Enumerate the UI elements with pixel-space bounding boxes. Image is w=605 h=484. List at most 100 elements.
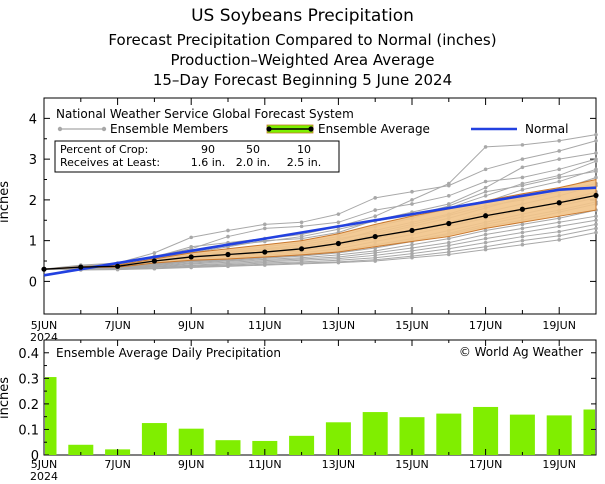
daily-precip-bar <box>252 440 278 455</box>
ensemble-member-point <box>557 233 561 238</box>
ensemble-average-point <box>188 254 194 260</box>
daily-x-tick-label: 17JUN <box>469 458 503 471</box>
ensemble-average-point <box>78 264 84 270</box>
ensemble-member-point <box>594 132 598 137</box>
ensemble-member-point <box>483 247 488 252</box>
cumulative-x-tick-label: 17JUN <box>469 319 503 332</box>
ensemble-member-point <box>557 220 561 225</box>
daily-y-tick-label: 0.2 <box>18 398 39 413</box>
cumulative-x-tick-label: 11JUN <box>248 319 282 332</box>
ensemble-member-point <box>373 259 378 263</box>
daily-y-tick-label: 0.1 <box>18 423 39 438</box>
cumulative-x-tick-label: 19JUN <box>542 319 576 332</box>
ensemble-member-point <box>557 175 561 180</box>
ensemble-member-point <box>483 236 488 241</box>
ensemble-member-point <box>299 220 304 225</box>
ensemble-member-point <box>226 234 230 239</box>
percentile-box-frame <box>54 140 340 173</box>
ensemble-average-point <box>372 233 378 240</box>
ensemble-member-point <box>152 251 157 255</box>
legend-entry-normal: Normal <box>471 122 568 136</box>
legend-entry-average: Ensemble Average <box>266 122 430 136</box>
ensemble-member-point <box>557 149 561 153</box>
daily-y-label: inches <box>0 377 12 419</box>
ensemble-member-point <box>520 234 525 239</box>
ensemble-member-point <box>447 240 451 245</box>
daily-precip-bar <box>45 377 57 455</box>
ensemble-member-point <box>226 228 230 233</box>
ensemble-member-point <box>447 246 451 251</box>
ensemble-member-point <box>557 167 561 172</box>
ensemble-member-point <box>483 179 488 184</box>
daily-precip-bar <box>215 440 241 455</box>
daily-x-axis: 5JUN 7JUN 9JUN 11JUN 13JUN 15JUN 17JUN 19JUN 202… <box>30 340 597 483</box>
legend-members-marker-right <box>101 126 107 132</box>
ensemble-member-point <box>483 232 488 237</box>
daily-x-tick-label: 15JUN <box>395 458 429 471</box>
ensemble-member-point <box>410 198 414 202</box>
ensemble-member-point <box>299 262 304 266</box>
ensemble-member-point <box>483 145 488 149</box>
ensemble-member-point <box>447 194 451 198</box>
ensemble-member-point <box>189 265 193 270</box>
ensemble-member-point <box>263 263 267 267</box>
ensemble-member-point <box>520 222 525 227</box>
daily-y-axis: 0 0.1 0.2 0.3 0.4 <box>18 339 596 464</box>
legend-title: National Weather Service Global Forecast… <box>56 107 354 121</box>
cumulative-x-tick-label: 15JUN <box>395 319 429 332</box>
daily-y-tick-label: 0.3 <box>18 372 39 387</box>
daily-precip-bar <box>583 409 595 455</box>
daily-precip-bar <box>473 406 499 455</box>
ensemble-member-point <box>152 266 157 271</box>
ensemble-average-point <box>151 258 157 264</box>
ensemble-member-point <box>152 262 157 267</box>
ensemble-member-point <box>299 234 304 239</box>
daily-precip-bar <box>399 417 425 455</box>
cumulative-x-tick-label: 13JUN <box>322 319 356 332</box>
ensemble-member-point <box>520 143 525 147</box>
cumulative-y-axis: 0 1 2 3 4 <box>29 112 596 290</box>
daily-precip-bar <box>362 412 388 455</box>
daily-x-tick-label: 7JUN <box>104 458 131 471</box>
ensemble-member-point <box>410 189 414 194</box>
legend: National Weather Service Global Forecast… <box>56 107 568 136</box>
cumulative-y-tick-label: 2 <box>29 194 37 209</box>
daily-y-tick-label: 0 <box>31 449 39 464</box>
ensemble-average-point <box>299 246 305 252</box>
ensemble-member-point <box>410 246 414 250</box>
ensemble-member-point <box>557 238 561 242</box>
ensemble-member-point <box>594 230 598 235</box>
legend-average-marker-right <box>308 126 314 132</box>
cumulative-x-tick-label: 7JUN <box>104 319 131 332</box>
ensemble-member-point <box>594 138 598 143</box>
daily-bars <box>45 377 595 455</box>
daily-precip-bar <box>546 415 572 455</box>
percentile-row2-value-1: 1.6 in. <box>191 156 226 169</box>
ensemble-member-point <box>373 196 378 200</box>
daily-precip-bar <box>141 423 167 455</box>
cumulative-plot-area <box>41 132 599 277</box>
legend-normal-label: Normal <box>525 122 568 136</box>
ensemble-member-point <box>520 165 525 170</box>
chart-title: US Soybeans Precipitation <box>191 6 414 26</box>
ensemble-average-point <box>483 213 489 219</box>
ensemble-member-point <box>594 151 598 155</box>
ensemble-member-point <box>410 202 414 206</box>
daily-x-tick-label: 5JUN <box>31 458 58 471</box>
daily-plot-frame <box>43 339 597 456</box>
ensemble-member-point <box>263 239 267 244</box>
ensemble-member-line <box>44 219 597 270</box>
ensemble-member-point <box>226 264 230 269</box>
daily-panel: 0 0.1 0.2 0.3 0.4 5JUN 7JUN 9JUN 11JUN 13JUN 15JU… <box>0 339 597 483</box>
ensemble-member-point <box>520 157 525 161</box>
ensemble-member-point <box>483 185 488 190</box>
ensemble-member-point <box>483 189 488 194</box>
ensemble-member-point <box>447 181 451 186</box>
ensemble-member-point <box>594 214 598 218</box>
ensemble-member-point <box>520 238 525 243</box>
ensemble-member-point <box>483 167 488 172</box>
ensemble-member-line <box>43 215 597 270</box>
ensemble-average-point <box>519 206 526 212</box>
ensemble-member-point <box>520 226 525 231</box>
